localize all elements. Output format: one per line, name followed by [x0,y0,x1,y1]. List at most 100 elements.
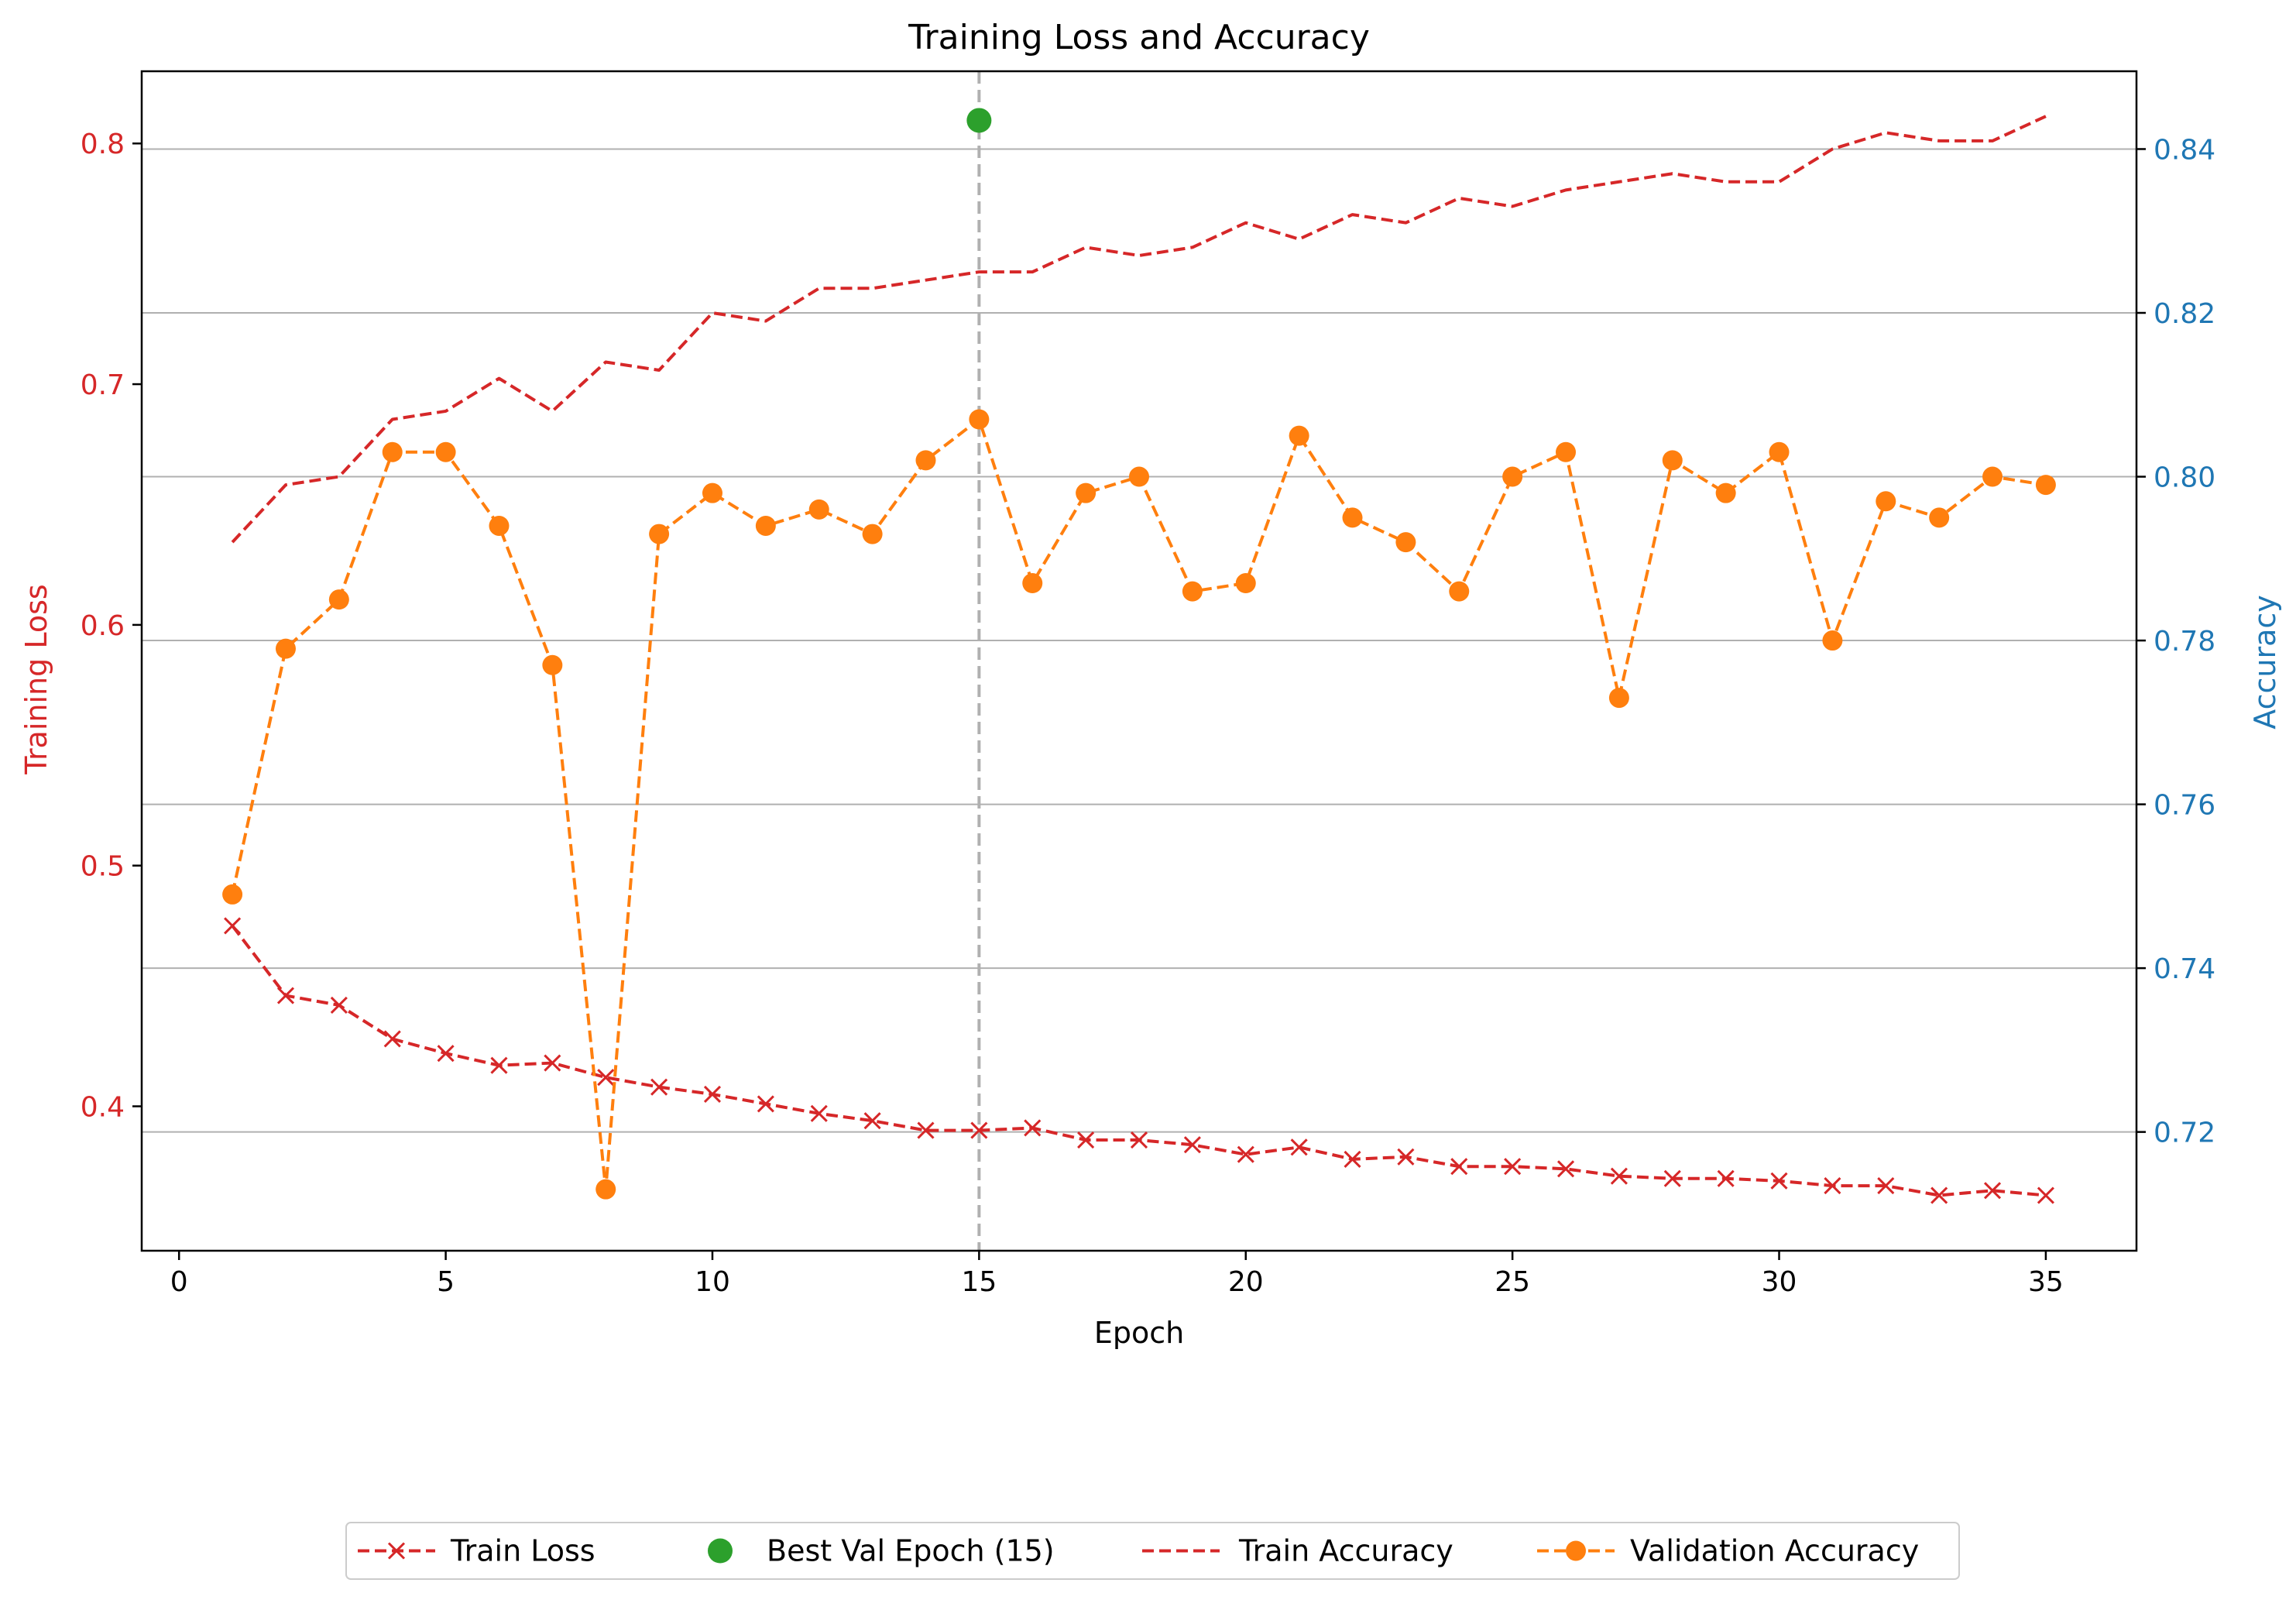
x-tick-label-5: 5 [437,1266,455,1298]
validation-accuracy-point-32 [1876,491,1896,512]
train-loss-point-22 [1344,1150,1361,1168]
x-tick-label-20: 20 [1228,1266,1264,1298]
train-loss-point-11 [757,1095,774,1113]
y-right-tick-label-3: 0.78 [2154,626,2215,658]
validation-accuracy-point-25 [1502,466,1523,487]
train-loss-point-7 [544,1054,561,1072]
x-tick-label-30: 30 [1762,1266,1797,1298]
validation-accuracy-point-20 [1235,573,1256,594]
validation-accuracy-point-31 [1822,630,1843,651]
train-loss-point-21 [1290,1138,1308,1156]
y-left-tick-label-0: 0.4 [81,1092,125,1124]
legend-item-2: Train Accuracy [1142,1534,1453,1568]
y-left-tick-label-3: 0.7 [81,369,125,401]
train-loss-point-28 [1663,1169,1681,1187]
train-loss-point-19 [1183,1136,1201,1154]
train-loss-point-4 [383,1030,401,1048]
validation-accuracy-point-28 [1662,450,1683,471]
train-loss-point-30 [1770,1172,1788,1190]
validation-accuracy-point-2 [275,638,296,659]
validation-accuracy-point-3 [328,589,349,610]
validation-accuracy-point-33 [1929,507,1950,528]
train-loss-point-14 [917,1121,935,1139]
train-loss-point-35 [2037,1186,2054,1204]
train-loss-point-15 [970,1121,988,1139]
validation-accuracy-point-29 [1715,482,1736,503]
train-loss-point-33 [1930,1186,1948,1204]
validation-accuracy-point-17 [1076,482,1097,503]
train-loss-point-32 [1877,1177,1895,1195]
x-axis-label: Epoch [1094,1316,1184,1350]
x-tick-label-0: 0 [170,1266,188,1298]
legend-label-1: Best Val Epoch (15) [767,1534,1055,1568]
y-axis-label-left: Training Loss [19,584,53,774]
legend-item-1: Best Val Epoch (15) [708,1534,1055,1568]
legend-label-3: Validation Accuracy [1630,1534,1919,1568]
y-right-tick-label-6: 0.84 [2154,134,2215,166]
validation-accuracy-point-16 [1022,573,1043,594]
train-loss-point-20 [1237,1145,1254,1163]
train-loss-point-5 [437,1045,455,1063]
train-loss-point-17 [1077,1131,1095,1149]
series-train-loss [224,917,2054,1204]
validation-accuracy-point-21 [1289,425,1309,446]
train-loss-point-1 [224,917,242,935]
validation-accuracy-point-35 [2035,475,2056,496]
y-right-tick-label-1: 0.74 [2154,953,2215,985]
legend-swatch-1 [708,1538,733,1564]
best-val-point [966,108,992,133]
train-loss-point-8 [597,1069,615,1087]
y-right-tick-label-5: 0.82 [2154,298,2215,330]
legend-marker-0 [387,1542,406,1560]
train-loss-point-3 [330,996,348,1015]
validation-accuracy-point-11 [755,515,776,536]
validation-accuracy-point-26 [1556,441,1577,462]
x-tick-label-15: 15 [961,1266,997,1298]
validation-accuracy-point-22 [1342,507,1363,528]
train-loss-point-16 [1024,1119,1042,1137]
series-layer [222,108,2056,1204]
train-loss-point-2 [276,987,295,1004]
train-accuracy-line [231,115,2047,544]
validation-accuracy-point-4 [382,441,403,462]
y-right-tick-label-0: 0.72 [2154,1118,2215,1149]
axes-layer: 0 5 10 15 20 25 30 35 0.4 0.5 0.6 0.7 0.8 0.72 0.74 0.7… [81,70,2215,1298]
x-tick-label-25: 25 [1495,1266,1530,1298]
validation-accuracy-point-1 [222,884,243,905]
y-left-tick-label-2: 0.6 [81,610,125,642]
validation-accuracy-point-7 [542,654,563,675]
validation-accuracy-point-14 [915,450,936,471]
x-tick-label-10: 10 [695,1266,730,1298]
train-loss-point-34 [1983,1182,2002,1200]
y-right-tick-label-4: 0.80 [2154,462,2215,494]
train-loss-point-10 [703,1085,722,1104]
y-axis-label-right: Accuracy [2248,595,2282,730]
validation-accuracy-point-12 [808,499,829,520]
validation-accuracy-point-18 [1129,466,1149,487]
train-loss-point-26 [1556,1160,1575,1178]
train-loss-point-31 [1824,1177,1841,1195]
validation-accuracy-point-13 [862,524,883,544]
train-loss-point-25 [1504,1158,1522,1176]
chart-title: Training Loss and Accuracy [908,18,1370,57]
train-loss-point-6 [490,1056,508,1074]
validation-accuracy-point-19 [1182,581,1203,602]
validation-accuracy-point-24 [1449,581,1470,602]
train-loss-point-29 [1717,1169,1735,1187]
legend-item-3: Validation Accuracy [1537,1534,1919,1568]
train-loss-point-12 [810,1104,828,1122]
legend-label-2: Train Accuracy [1238,1534,1453,1568]
x-tick-label-35: 35 [2028,1266,2064,1298]
validation-accuracy-point-27 [1608,688,1629,709]
validation-accuracy-point-9 [649,524,670,544]
validation-accuracy-point-6 [489,515,510,536]
validation-accuracy-point-34 [1982,466,2003,487]
series-validation-accuracy [222,409,2056,1200]
validation-accuracy-point-10 [702,482,722,503]
validation-accuracy-point-15 [969,409,990,430]
train-loss-point-9 [650,1078,668,1096]
series-train-accuracy [231,115,2047,544]
y-left-tick-label-4: 0.8 [81,129,125,160]
